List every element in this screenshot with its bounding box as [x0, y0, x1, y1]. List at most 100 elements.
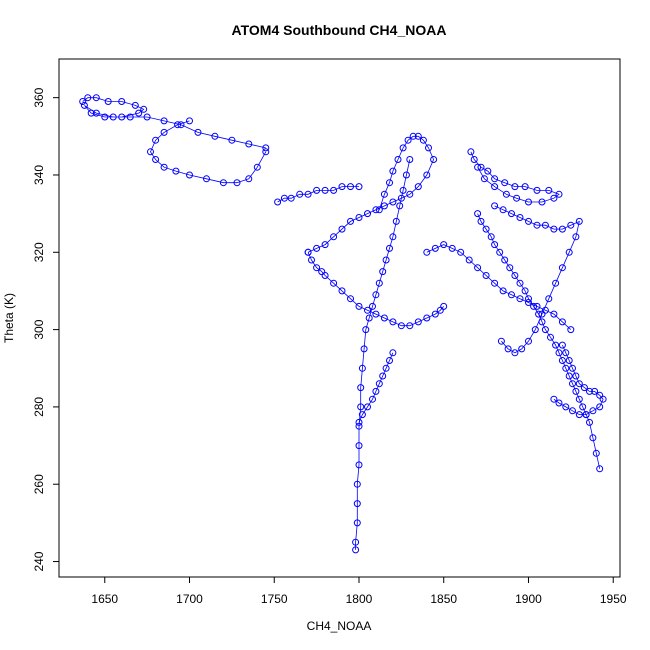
- data-point: [402, 171, 410, 179]
- data-point: [575, 380, 583, 388]
- data-point: [160, 163, 168, 171]
- x-tick-label: 1650: [91, 592, 118, 606]
- data-point: [375, 279, 383, 287]
- data-point: [152, 136, 160, 144]
- data-point: [555, 349, 563, 357]
- y-tick-label: 260: [32, 474, 46, 494]
- y-axis: 240 260 280 300 320 340 360: [32, 87, 60, 572]
- data-point: [308, 256, 315, 264]
- data-point: [491, 175, 499, 183]
- data-point: [423, 248, 431, 256]
- data-point: [347, 183, 354, 191]
- data-point: [364, 403, 371, 411]
- series-line-11: [277, 186, 359, 203]
- data-point: [477, 217, 485, 225]
- data-point: [321, 241, 329, 249]
- series-line-5: [470, 151, 560, 203]
- data-point: [431, 310, 439, 318]
- plot-frame: [58, 58, 621, 578]
- data-point: [538, 198, 546, 206]
- data-point: [569, 407, 576, 415]
- data-point: [575, 217, 583, 225]
- data-point: [501, 179, 509, 187]
- data-point: [414, 183, 422, 191]
- data-point: [347, 295, 354, 303]
- data-point: [487, 233, 495, 241]
- data-point: [592, 449, 600, 457]
- data-point: [330, 233, 338, 241]
- data-point: [457, 248, 465, 256]
- data-point: [174, 121, 182, 129]
- data-point: [482, 272, 490, 279]
- data-point: [372, 387, 380, 395]
- data-point: [104, 98, 112, 105]
- data-point: [477, 163, 485, 171]
- data-point: [499, 287, 507, 295]
- data-point: [508, 210, 515, 218]
- data-point: [562, 364, 570, 372]
- data-point: [172, 167, 180, 175]
- data-point: [211, 132, 219, 140]
- data-point: [436, 306, 444, 314]
- data-point: [404, 136, 412, 144]
- data-point: [579, 403, 587, 411]
- data-point: [365, 314, 373, 322]
- data-point: [550, 395, 558, 403]
- x-tick-label: 1900: [515, 592, 542, 606]
- data-point: [389, 198, 397, 206]
- data-point: [496, 248, 504, 256]
- data-point: [414, 318, 422, 326]
- data-point: [569, 380, 576, 388]
- x-tick-label: 1950: [600, 592, 627, 606]
- data-point: [389, 233, 397, 241]
- data-point: [491, 183, 499, 191]
- data-point: [352, 546, 360, 554]
- x-tick-label: 1700: [176, 592, 203, 606]
- data-point: [497, 337, 505, 345]
- data-point: [338, 225, 346, 233]
- data-point: [533, 221, 541, 229]
- data-point: [525, 217, 532, 225]
- data-point: [572, 233, 580, 241]
- data-point: [364, 306, 371, 314]
- data-point: [491, 241, 499, 249]
- data-point: [135, 109, 143, 117]
- data-point: [521, 287, 529, 295]
- x-axis: 1650 1700 1750 1800 1850 1900 1950: [91, 576, 627, 606]
- data-point: [562, 349, 570, 357]
- data-point: [330, 186, 338, 194]
- data-point: [499, 206, 507, 214]
- data-point: [386, 179, 393, 187]
- data-point: [357, 403, 365, 411]
- y-tick-label: 320: [32, 242, 46, 262]
- data-point: [382, 256, 390, 264]
- data-point: [525, 198, 532, 206]
- data-point: [555, 190, 563, 198]
- series-line-2: [355, 159, 411, 550]
- data-point: [152, 156, 160, 163]
- data-point: [518, 345, 526, 353]
- y-tick-label: 300: [32, 319, 46, 339]
- data-point: [118, 113, 126, 121]
- data-point: [589, 434, 597, 442]
- data-point: [355, 183, 363, 191]
- data-point: [194, 128, 202, 136]
- data-point: [562, 403, 570, 411]
- data-point: [482, 225, 490, 233]
- data-point: [386, 244, 393, 252]
- data-point: [375, 206, 383, 214]
- data-point: [280, 194, 288, 202]
- data-point: [101, 113, 109, 121]
- data-point: [399, 186, 407, 194]
- x-tick-label: 1750: [261, 592, 288, 606]
- data-point: [550, 310, 558, 318]
- data-point: [318, 268, 326, 276]
- chart-title: ATOM4 Southbound CH4_NOAA: [232, 22, 447, 38]
- data-point: [355, 461, 363, 469]
- data-point: [511, 183, 519, 191]
- series-line-4: [307, 252, 445, 327]
- data-point: [369, 395, 376, 403]
- data-point: [321, 272, 329, 279]
- data-point: [313, 244, 321, 252]
